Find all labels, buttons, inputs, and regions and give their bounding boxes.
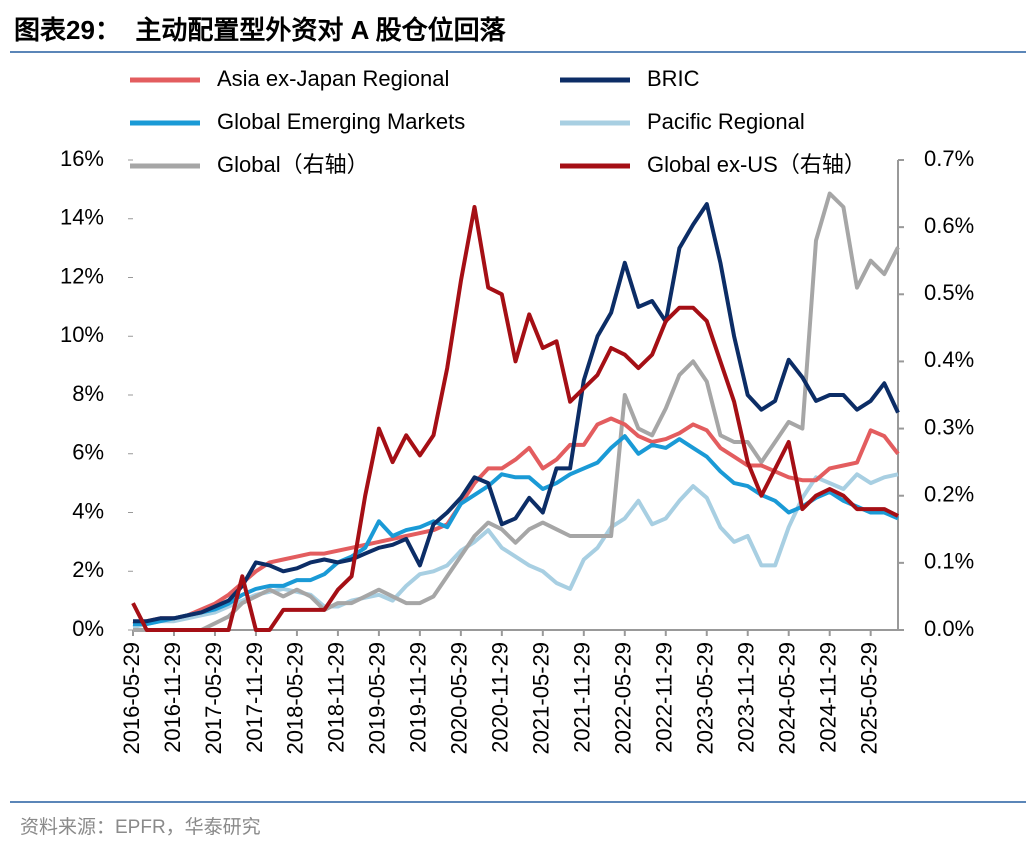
y2-tick-label: 0.1%: [924, 549, 974, 574]
x-tick-label: 2016-05-29: [119, 642, 144, 755]
x-tick-label: 2021-05-29: [529, 642, 554, 755]
y-tick-label: 16%: [60, 146, 104, 171]
y2-tick-label: 0.5%: [924, 280, 974, 305]
y-tick-label: 4%: [72, 498, 104, 523]
x-tick-label: 2024-11-29: [816, 642, 841, 753]
series-line: [133, 202, 900, 624]
x-tick-label: 2019-11-29: [406, 642, 431, 753]
x-tick-label: 2023-11-29: [734, 642, 759, 753]
y2-tick-label: 0.4%: [924, 347, 974, 372]
chart-title: 图表29： 主动配置型外资对 A 股仓位回落: [14, 15, 507, 45]
x-tick-label: 2020-11-29: [488, 642, 513, 753]
x-tick-label: 2022-11-29: [652, 642, 677, 753]
legend-label: Asia ex-Japan Regional: [217, 66, 449, 91]
legend-label: Global ex-US（右轴）: [647, 152, 866, 177]
x-tick-label: 2018-11-29: [324, 642, 349, 753]
y-tick-label: 0%: [72, 616, 104, 641]
series-line: [132, 416, 900, 627]
legend-label: BRIC: [647, 66, 700, 91]
x-tick-label: 2023-05-29: [693, 642, 718, 755]
legend-label: Pacific Regional: [647, 109, 805, 134]
y2-tick-label: 0.0%: [924, 616, 974, 641]
x-tick-label: 2019-05-29: [365, 642, 390, 755]
legend-label: Global（右轴）: [217, 152, 369, 177]
x-tick-label: 2016-11-29: [160, 642, 185, 753]
y2-tick-label: 0.2%: [924, 482, 974, 507]
y-tick-label: 8%: [72, 381, 104, 406]
legend-label: Global Emerging Markets: [217, 109, 465, 134]
x-tick-label: 2018-05-29: [283, 642, 308, 755]
y-tick-label: 14%: [60, 205, 104, 230]
x-tick-label: 2021-11-29: [570, 642, 595, 753]
x-tick-label: 2025-05-29: [856, 642, 881, 755]
source-note: 资料来源：EPFR，华泰研究: [20, 816, 261, 838]
series-line: [133, 191, 900, 632]
y-tick-label: 2%: [72, 557, 104, 582]
series-line: [131, 205, 899, 632]
x-tick-label: 2017-05-29: [201, 642, 226, 755]
x-tick-label: 2017-11-29: [242, 642, 267, 753]
series-line: [133, 434, 899, 627]
y-tick-label: 10%: [60, 322, 104, 347]
y2-tick-label: 0.6%: [924, 213, 974, 238]
y2-tick-label: 0.3%: [924, 414, 974, 439]
x-tick-label: 2024-05-29: [775, 642, 800, 755]
y-tick-label: 12%: [60, 263, 104, 288]
x-tick-label: 2022-05-29: [611, 642, 636, 755]
x-tick-label: 2020-05-29: [447, 642, 472, 755]
y-tick-label: 6%: [72, 440, 104, 465]
y2-tick-label: 0.7%: [924, 146, 974, 171]
